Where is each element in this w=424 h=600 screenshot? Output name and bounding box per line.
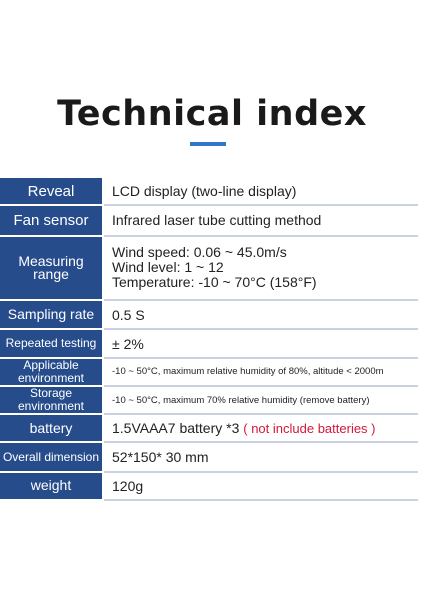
- spec-value-storage-environment: -10 ~ 50°C, maximum 70% relative humidit…: [102, 385, 418, 416]
- table-row: Measuring range Wind speed: 0.06 ~ 45.0m…: [0, 235, 418, 302]
- spec-value-measuring-range: Wind speed: 0.06 ~ 45.0m/s Wind level: 1…: [102, 235, 418, 302]
- spec-label-reveal: Reveal: [0, 178, 103, 207]
- page-title: Technical index: [57, 94, 367, 134]
- table-row: weight 120g: [0, 471, 418, 502]
- spec-value-repeated-testing: ± 2%: [102, 329, 418, 359]
- spec-value-overall-dimension: 52*150* 30 mm: [102, 442, 418, 473]
- table-row: Storage environment -10 ~ 50°C, maximum …: [0, 385, 418, 416]
- title-underline: [190, 142, 226, 146]
- spec-value-battery: 1.5VAAA7 battery *3 ( not include batter…: [102, 414, 418, 444]
- spec-label-overall-dimension: Overall dimension: [0, 442, 103, 473]
- spec-label-repeated-testing: Repeated testing: [0, 329, 103, 359]
- table-row: Applicable environment -10 ~ 50°C, maxim…: [0, 357, 418, 387]
- spec-value-fan-sensor: Infrared laser tube cutting method: [102, 205, 418, 237]
- measuring-range-wind-speed: Wind speed: 0.06 ~ 45.0m/s: [112, 244, 287, 261]
- table-row: Fan sensor Infrared laser tube cutting m…: [0, 205, 418, 237]
- spec-label-weight: weight: [0, 471, 103, 502]
- spec-label-measuring-range: Measuring range: [0, 235, 103, 302]
- table-row: Reveal LCD display (two-line display): [0, 178, 418, 207]
- table-row: battery 1.5VAAA7 battery *3 ( not includ…: [0, 414, 418, 444]
- spec-value-sampling-rate: 0.5 S: [102, 300, 418, 331]
- spec-label-battery: battery: [0, 414, 103, 444]
- table-row: Overall dimension 52*150* 30 mm: [0, 442, 418, 473]
- battery-note: ( not include batteries ): [243, 421, 376, 437]
- table-row: Sampling rate 0.5 S: [0, 300, 418, 331]
- spec-label-applicable-environment: Applicable environment: [0, 357, 103, 387]
- spec-value-reveal: LCD display (two-line display): [102, 178, 418, 207]
- measuring-range-temperature: Temperature: -10 ~ 70°C (158°F): [112, 274, 317, 291]
- battery-spec: 1.5VAAA7 battery *3: [112, 420, 240, 437]
- spec-label-sampling-rate: Sampling rate: [0, 300, 103, 331]
- spec-label-fan-sensor: Fan sensor: [0, 205, 103, 237]
- table-row: Repeated testing ± 2%: [0, 329, 418, 359]
- spec-label-storage-environment: Storage environment: [0, 385, 103, 416]
- spec-value-applicable-environment: -10 ~ 50°C, maximum relative humidity of…: [102, 357, 418, 387]
- spec-value-weight: 120g: [102, 471, 418, 502]
- measuring-range-wind-level: Wind level: 1 ~ 12: [112, 259, 224, 276]
- spec-table: Reveal LCD display (two-line display) Fa…: [0, 178, 418, 502]
